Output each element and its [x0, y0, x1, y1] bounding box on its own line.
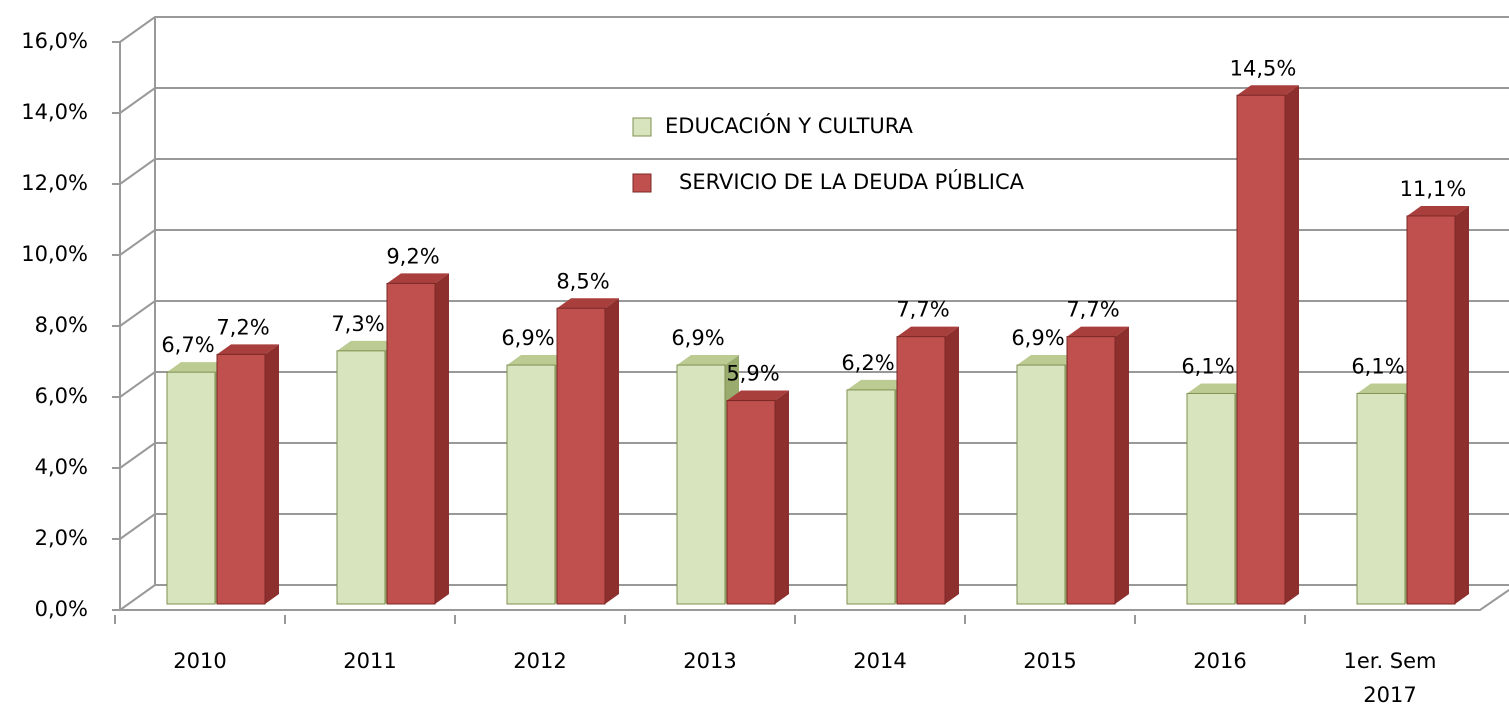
floor-edge	[120, 589, 1509, 611]
bar-top	[677, 355, 739, 366]
bar	[1186, 392, 1236, 605]
bar-top	[1357, 383, 1419, 394]
bar	[506, 364, 556, 605]
y-tick-label: 12,0%	[21, 171, 88, 195]
x-tick-label: 2010	[173, 649, 226, 673]
bar	[1066, 336, 1116, 605]
value-label: 6,9%	[1011, 326, 1064, 350]
value-label: 11,1%	[1400, 177, 1467, 201]
y-tick-label: 14,0%	[21, 100, 88, 124]
bar	[726, 400, 776, 605]
x-tick-label: 2016	[1193, 649, 1246, 673]
x-tick-label: 2013	[683, 649, 736, 673]
value-label: 6,9%	[671, 326, 724, 350]
grid-line	[119, 300, 1509, 327]
bar-top	[1017, 355, 1079, 366]
bar-top	[167, 362, 229, 373]
y-tick-label: 4,0%	[35, 455, 88, 479]
grid-line	[119, 158, 1509, 185]
grid-line	[119, 16, 1509, 43]
x-tick-label: 1er. Sem 2017	[1343, 649, 1436, 707]
grid-line	[119, 584, 1509, 611]
bar	[216, 353, 266, 605]
bar	[896, 336, 946, 605]
value-label: 6,2%	[841, 351, 894, 375]
y-tick-label: 0,0%	[35, 597, 88, 621]
legend-label: EDUCACIÓN Y CULTURA	[665, 113, 914, 138]
y-tick-label: 8,0%	[35, 313, 88, 337]
grid-line	[119, 371, 1509, 398]
bar-side	[1285, 85, 1299, 604]
bar-top	[727, 390, 789, 401]
bar	[1016, 364, 1066, 605]
value-label: 6,1%	[1351, 354, 1404, 378]
x-tick-label: 2015	[1023, 649, 1076, 673]
y-tick-label: 2,0%	[35, 526, 88, 550]
bar-side	[435, 273, 449, 604]
bar-top	[507, 355, 569, 366]
bar-top	[337, 340, 399, 351]
grid-line	[119, 87, 1509, 114]
bar	[556, 307, 606, 605]
y-tick-label: 6,0%	[35, 384, 88, 408]
legend-label: SERVICIO DE LA DEUDA PÚBLICA	[679, 169, 1025, 194]
legend-swatch	[632, 173, 652, 193]
x-tick-label: 2012	[513, 649, 566, 673]
bar	[166, 371, 216, 605]
bar-top	[897, 326, 959, 337]
value-label: 6,9%	[501, 326, 554, 350]
x-tick-label: 2014	[853, 649, 906, 673]
bar-top	[1067, 326, 1129, 337]
bar-side	[265, 344, 279, 604]
bar	[386, 282, 436, 605]
value-label: 14,5%	[1230, 56, 1297, 80]
bar-top	[1187, 383, 1249, 394]
bar-top	[387, 273, 449, 284]
bar	[336, 350, 386, 605]
bar-side	[605, 298, 619, 604]
value-label: 5,9%	[726, 362, 779, 386]
bar	[846, 389, 896, 605]
bar-top	[1407, 205, 1469, 216]
grid-line	[119, 513, 1509, 540]
value-label: 7,2%	[216, 315, 269, 339]
legend-swatch	[632, 117, 652, 137]
value-label: 8,5%	[556, 269, 609, 293]
bar	[1236, 94, 1286, 605]
bar-side	[775, 390, 789, 604]
bar-side	[1115, 326, 1129, 604]
bar	[676, 364, 726, 605]
bar	[1356, 392, 1406, 605]
bar-side	[945, 326, 959, 604]
grid-line	[119, 229, 1509, 256]
y-tick-label: 10,0%	[21, 242, 88, 266]
value-label: 7,7%	[896, 298, 949, 322]
bar-top	[557, 298, 619, 309]
value-label: 7,7%	[1066, 298, 1119, 322]
value-label: 6,1%	[1181, 354, 1234, 378]
bar-top	[847, 379, 909, 390]
value-label: 6,7%	[161, 333, 214, 357]
bar-top	[1237, 85, 1299, 96]
x-tick-label: 2011	[343, 649, 396, 673]
value-label: 7,3%	[331, 312, 384, 336]
value-label: 9,2%	[386, 244, 439, 268]
y-tick-label: 16,0%	[21, 29, 88, 53]
bar	[1406, 215, 1456, 605]
bar-top	[217, 344, 279, 355]
grid-line	[119, 442, 1509, 469]
bar-side	[1455, 205, 1469, 604]
